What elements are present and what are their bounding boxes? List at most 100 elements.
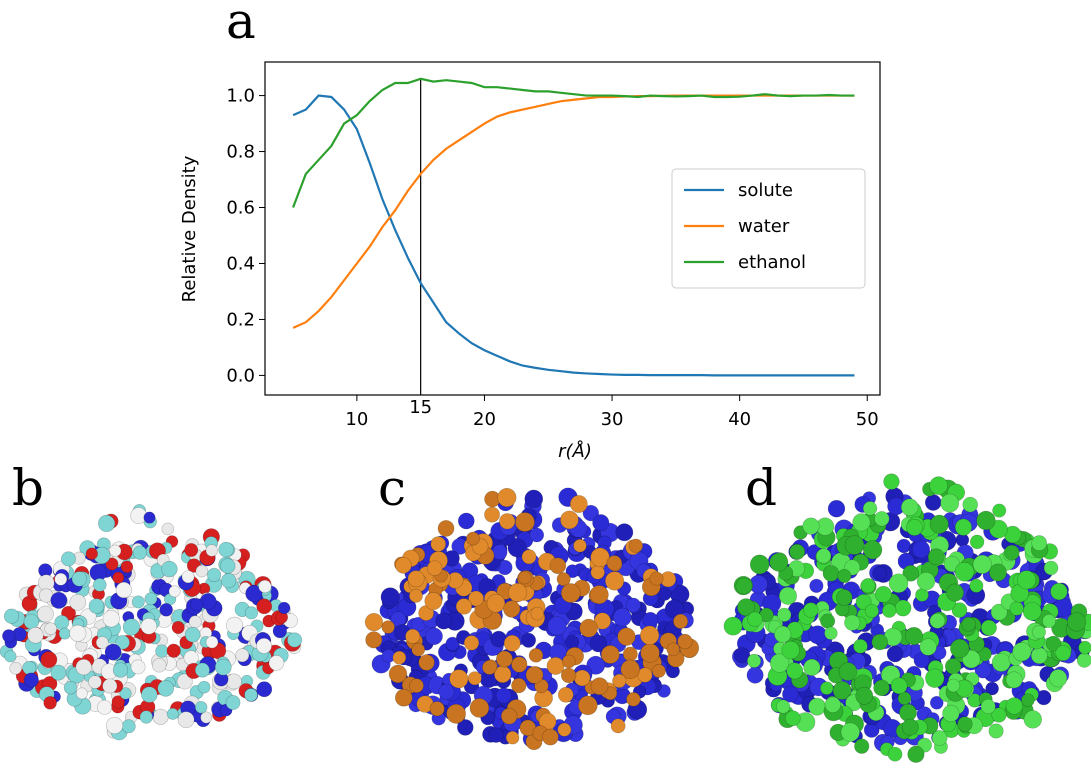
atom [455,598,473,615]
atom [521,549,537,565]
atom [105,557,119,571]
atom [924,494,942,511]
legend-box [671,168,866,289]
atom [541,728,559,746]
atom [23,672,39,688]
atom [3,608,20,624]
atom [874,585,892,603]
atom [610,718,626,734]
atom [468,590,484,607]
atom [457,719,474,736]
atom [395,557,412,574]
atom [769,552,789,572]
atom [530,606,545,621]
atom [161,560,178,578]
atom [613,607,632,627]
atom [200,711,213,724]
atom [942,704,960,723]
atom [844,535,865,555]
legend-label: water [738,216,790,237]
atom [824,696,841,713]
atom [976,510,996,531]
atom [989,563,1007,582]
legend-label: ethanol [738,252,806,273]
atom [166,707,179,720]
atom [22,661,37,675]
atom [927,548,945,566]
atom [88,598,105,614]
y-tick-label: 0.8 [226,142,255,163]
atom [578,695,598,716]
atom [888,573,909,594]
atom [69,593,87,611]
atom [835,589,853,606]
atom [515,512,535,532]
atom [899,703,917,722]
atom [69,624,87,642]
panel-label: b [12,459,44,517]
atom [93,578,107,592]
atom [139,710,153,724]
x-tick-label: 30 [601,409,624,430]
atom [992,503,1007,518]
atom [183,650,199,666]
atom [900,498,919,517]
atom [677,633,693,650]
atom [749,554,770,575]
atom [590,677,609,696]
atom [782,686,799,703]
atom [491,544,508,560]
atom [205,635,219,649]
atom [44,622,58,636]
atom [639,625,660,645]
atom [225,695,241,710]
atom [565,635,580,650]
atom [221,573,237,589]
atom [58,627,71,640]
atom [951,602,968,618]
atom [931,730,948,746]
atom [1045,635,1062,652]
atom [549,557,567,575]
atom [245,584,263,603]
atom [529,527,545,543]
atom [144,592,158,606]
atom [63,680,78,695]
atom [944,658,962,675]
atom [896,538,912,554]
atom [906,519,923,536]
atom [152,708,169,725]
atom [925,668,945,688]
atom [620,659,641,680]
atom [511,656,528,673]
atom [168,585,181,598]
y-tick-label: 0.6 [226,198,255,219]
atom [438,683,455,700]
atom [115,581,132,599]
atom [4,650,17,663]
atom [606,555,623,571]
atom [556,572,571,587]
series-line [292,77,855,208]
atom [112,662,129,678]
atom [102,678,118,694]
atom [733,647,751,664]
atom [855,686,874,705]
atom [181,570,195,584]
atom [411,642,426,657]
atom [590,547,610,568]
atom [871,633,889,651]
atom [612,673,627,688]
atom [980,698,996,715]
atom [131,595,145,609]
panel-label: c [378,459,406,517]
atom [872,565,888,581]
atom [194,701,208,714]
atom [115,635,130,650]
atom [886,645,904,663]
atom [547,616,567,636]
atom [225,673,242,690]
atom [657,587,672,601]
atom [525,666,544,684]
atom [105,716,124,735]
